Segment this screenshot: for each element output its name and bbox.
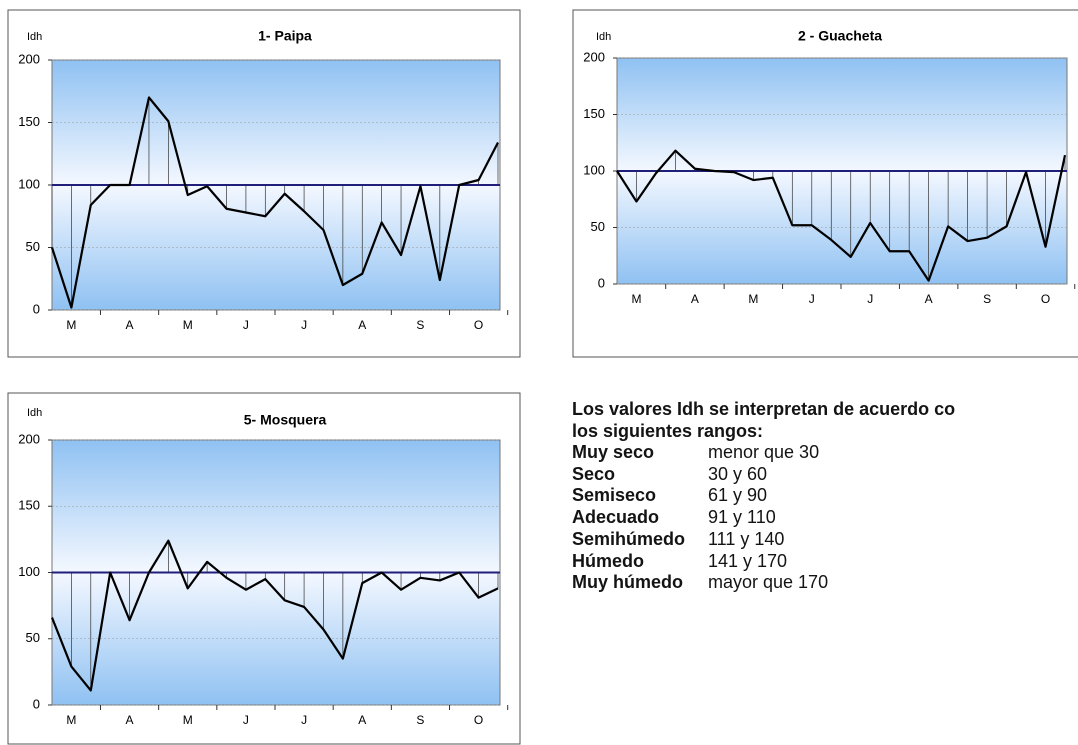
x-tick-label: M	[183, 713, 193, 727]
range-name: Adecuado	[572, 507, 660, 528]
y-tick-label: 0	[598, 275, 605, 290]
x-tick-label: A	[358, 713, 366, 727]
chart-title: 2 - Guacheta	[798, 28, 882, 44]
x-tick-label: J	[809, 292, 815, 306]
range-name: Húmedo	[572, 550, 644, 571]
chart-title: 1- Paipa	[258, 28, 312, 44]
range-row: Seco 30 y 60	[572, 464, 955, 486]
ranges-legend: Los valores Idh se interpretan de acuerd…	[572, 398, 955, 594]
y-tick-label: 50	[26, 239, 40, 254]
range-value: menor que 30	[708, 442, 820, 462]
y-axis-label: Idh	[27, 407, 42, 419]
x-tick-label: J	[867, 292, 873, 306]
legend-heading: los siguientes rangos:	[572, 421, 764, 441]
range-row: Muy seco menor que 30	[572, 442, 955, 464]
y-tick-label: 200	[18, 51, 40, 66]
x-tick-label: S	[416, 318, 424, 332]
x-tick-label: O	[474, 318, 483, 332]
y-tick-label: 100	[18, 176, 40, 191]
x-tick-label: M	[66, 713, 76, 727]
range-row: Semihúmedo 111 y 140	[572, 529, 955, 551]
data-line	[50, 96, 499, 309]
range-value: 111 y 140	[708, 528, 785, 549]
x-tick-label: J	[301, 713, 307, 727]
range-name: Muy seco	[572, 442, 655, 462]
range-name: Semiseco	[572, 485, 657, 506]
x-tick-label: J	[243, 713, 249, 727]
x-tick-label: J	[243, 318, 249, 332]
x-tick-label: J	[301, 318, 307, 332]
y-tick-label: 150	[583, 106, 605, 121]
x-tick-label: A	[691, 292, 699, 306]
x-tick-label: A	[126, 318, 134, 332]
y-tick-label: 50	[591, 219, 605, 234]
range-value: 61 y 90	[708, 485, 768, 506]
range-row: Muy húmedo mayor que 170	[572, 572, 955, 594]
x-tick-label: M	[66, 318, 76, 332]
x-tick-label: A	[126, 713, 134, 727]
y-tick-label: 100	[18, 564, 40, 579]
y-tick-label: 100	[583, 162, 605, 177]
range-name: Semihúmedo	[572, 528, 686, 549]
y-axis-label: Idh	[596, 31, 611, 43]
data-line	[616, 149, 1067, 282]
y-tick-label: 0	[33, 301, 40, 316]
range-name: Seco	[572, 463, 616, 484]
range-name: Muy húmedo	[572, 572, 683, 593]
x-tick-label: A	[925, 292, 933, 306]
x-tick-label: M	[631, 292, 641, 306]
y-tick-label: 200	[18, 431, 40, 446]
y-tick-label: 150	[18, 498, 40, 513]
legend-heading: Los valores Idh se interpretan de acuerd…	[572, 399, 956, 419]
y-axis-label: Idh	[27, 31, 42, 43]
y-tick-label: 50	[26, 630, 40, 645]
legend-rows: Muy seco menor que 30 Seco 30 y 60 Semiseco 6…	[572, 442, 955, 594]
y-tick-label: 200	[583, 49, 605, 64]
chart-title: 5- Mosquera	[244, 412, 327, 428]
range-value: 91 y 110	[708, 507, 776, 528]
range-row: Semiseco 61 y 90	[572, 485, 955, 507]
x-tick-label: O	[474, 713, 483, 727]
range-row: Adecuado 91 y 110	[572, 507, 955, 529]
data-line	[50, 539, 499, 692]
x-tick-label: A	[358, 318, 366, 332]
y-tick-label: 150	[18, 114, 40, 129]
x-tick-label: O	[1041, 292, 1050, 306]
y-tick-label: 0	[33, 696, 40, 711]
x-tick-label: M	[748, 292, 758, 306]
range-row: Húmedo 141 y 170	[572, 551, 955, 573]
range-value: 30 y 60	[708, 463, 768, 484]
x-tick-label: S	[416, 713, 424, 727]
x-tick-label: S	[983, 292, 991, 306]
x-tick-label: M	[183, 318, 193, 332]
range-value: 141 y 170	[708, 550, 788, 571]
range-value: mayor que 170	[708, 572, 829, 593]
